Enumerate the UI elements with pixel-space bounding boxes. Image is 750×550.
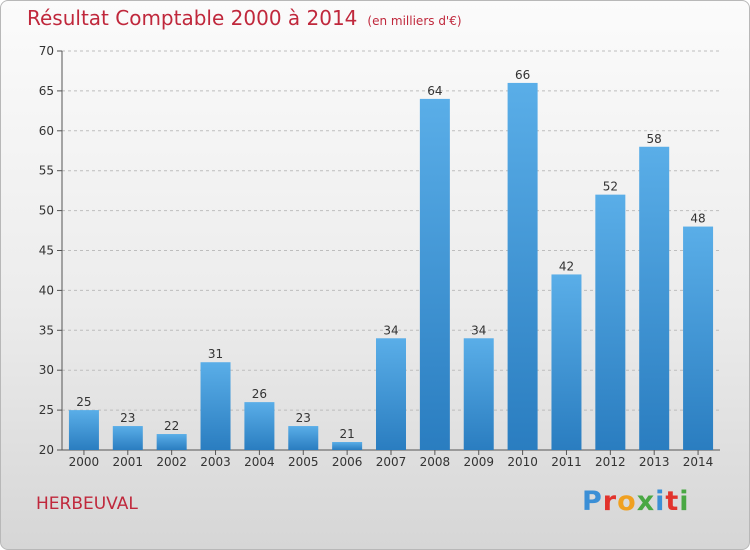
y-tick-label: 20: [39, 443, 54, 457]
bar-value-label: 25: [76, 395, 91, 409]
logo-letter: P: [582, 486, 603, 517]
bar: [68, 410, 99, 450]
logo-letter: i: [655, 486, 666, 517]
bar-value-label: 21: [339, 427, 354, 441]
labels: 20 25 30 35 40 45 50 55 60 65 70 25 2000 23 2001 22 2002…: [39, 44, 714, 469]
y-tick-label: 55: [39, 164, 54, 178]
x-tick-label: 2013: [639, 455, 670, 469]
logo-letter: o: [617, 486, 637, 517]
bar: [419, 98, 450, 450]
y-tick-label: 45: [39, 244, 54, 258]
bar: [463, 338, 494, 450]
x-tick-label: 2002: [156, 455, 187, 469]
bar: [376, 338, 406, 450]
bar: [200, 362, 231, 450]
x-tick-label: 2011: [551, 455, 582, 469]
bar: [244, 402, 275, 450]
bar: [507, 82, 538, 451]
bars: [68, 82, 714, 451]
bar-value-label: 58: [647, 132, 662, 146]
bar-value-label: 22: [164, 419, 179, 433]
bar-value-label: 34: [383, 323, 398, 337]
bar-value-label: 52: [603, 180, 618, 194]
x-tick-label: 2003: [200, 455, 231, 469]
subtitle-text: (en milliers d'€): [367, 14, 462, 28]
x-tick-label: 2008: [420, 455, 451, 469]
x-tick-label: 2005: [288, 455, 319, 469]
x-tick-label: 2004: [244, 455, 275, 469]
y-tick-label: 60: [39, 124, 54, 138]
logo-letter: t: [665, 486, 680, 517]
bar: [156, 434, 187, 450]
title-text: Résultat Comptable 2000 à 2014: [27, 6, 358, 30]
bar: [595, 194, 626, 450]
bar-value-label: 48: [690, 212, 705, 226]
bar-value-label: 26: [252, 387, 267, 401]
y-tick-label: 50: [39, 204, 54, 218]
logo-letter: r: [602, 486, 618, 517]
x-tick-label: 2012: [595, 455, 626, 469]
bar: [288, 426, 319, 450]
bar: [683, 226, 714, 450]
y-tick-label: 30: [39, 363, 54, 377]
y-tick-label: 70: [39, 44, 54, 58]
x-tick-label: 2006: [332, 455, 363, 469]
bar: [112, 426, 143, 450]
y-tick-label: 25: [39, 403, 54, 417]
logo-letter: i: [679, 486, 690, 517]
bar: [551, 274, 582, 450]
chart-title: Résultat Comptable 2000 à 2014 (en millie…: [27, 6, 462, 30]
x-tick-label: 2009: [463, 455, 494, 469]
logo-letter: x: [636, 486, 656, 517]
commune-name: HERBEUVAL: [36, 494, 138, 514]
y-tick-label: 40: [39, 283, 54, 297]
bar-value-label: 66: [515, 68, 530, 82]
bar-value-label: 34: [471, 323, 486, 337]
bar-value-label: 23: [120, 411, 135, 425]
x-tick-label: 2007: [376, 455, 407, 469]
bar-value-label: 42: [559, 259, 574, 273]
proxiti-logo[interactable]: Proxiti: [582, 486, 690, 517]
bar-value-label: 64: [427, 84, 442, 98]
x-tick-label: 2001: [113, 455, 144, 469]
bar-value-label: 23: [296, 411, 311, 425]
x-tick-label: 2014: [683, 455, 714, 469]
y-tick-label: 65: [39, 84, 54, 98]
y-tick-label: 35: [39, 323, 54, 337]
bar: [332, 442, 363, 450]
bar: [639, 146, 670, 450]
x-tick-label: 2000: [69, 455, 100, 469]
bar-value-label: 31: [208, 347, 223, 361]
x-tick-label: 2010: [507, 455, 538, 469]
